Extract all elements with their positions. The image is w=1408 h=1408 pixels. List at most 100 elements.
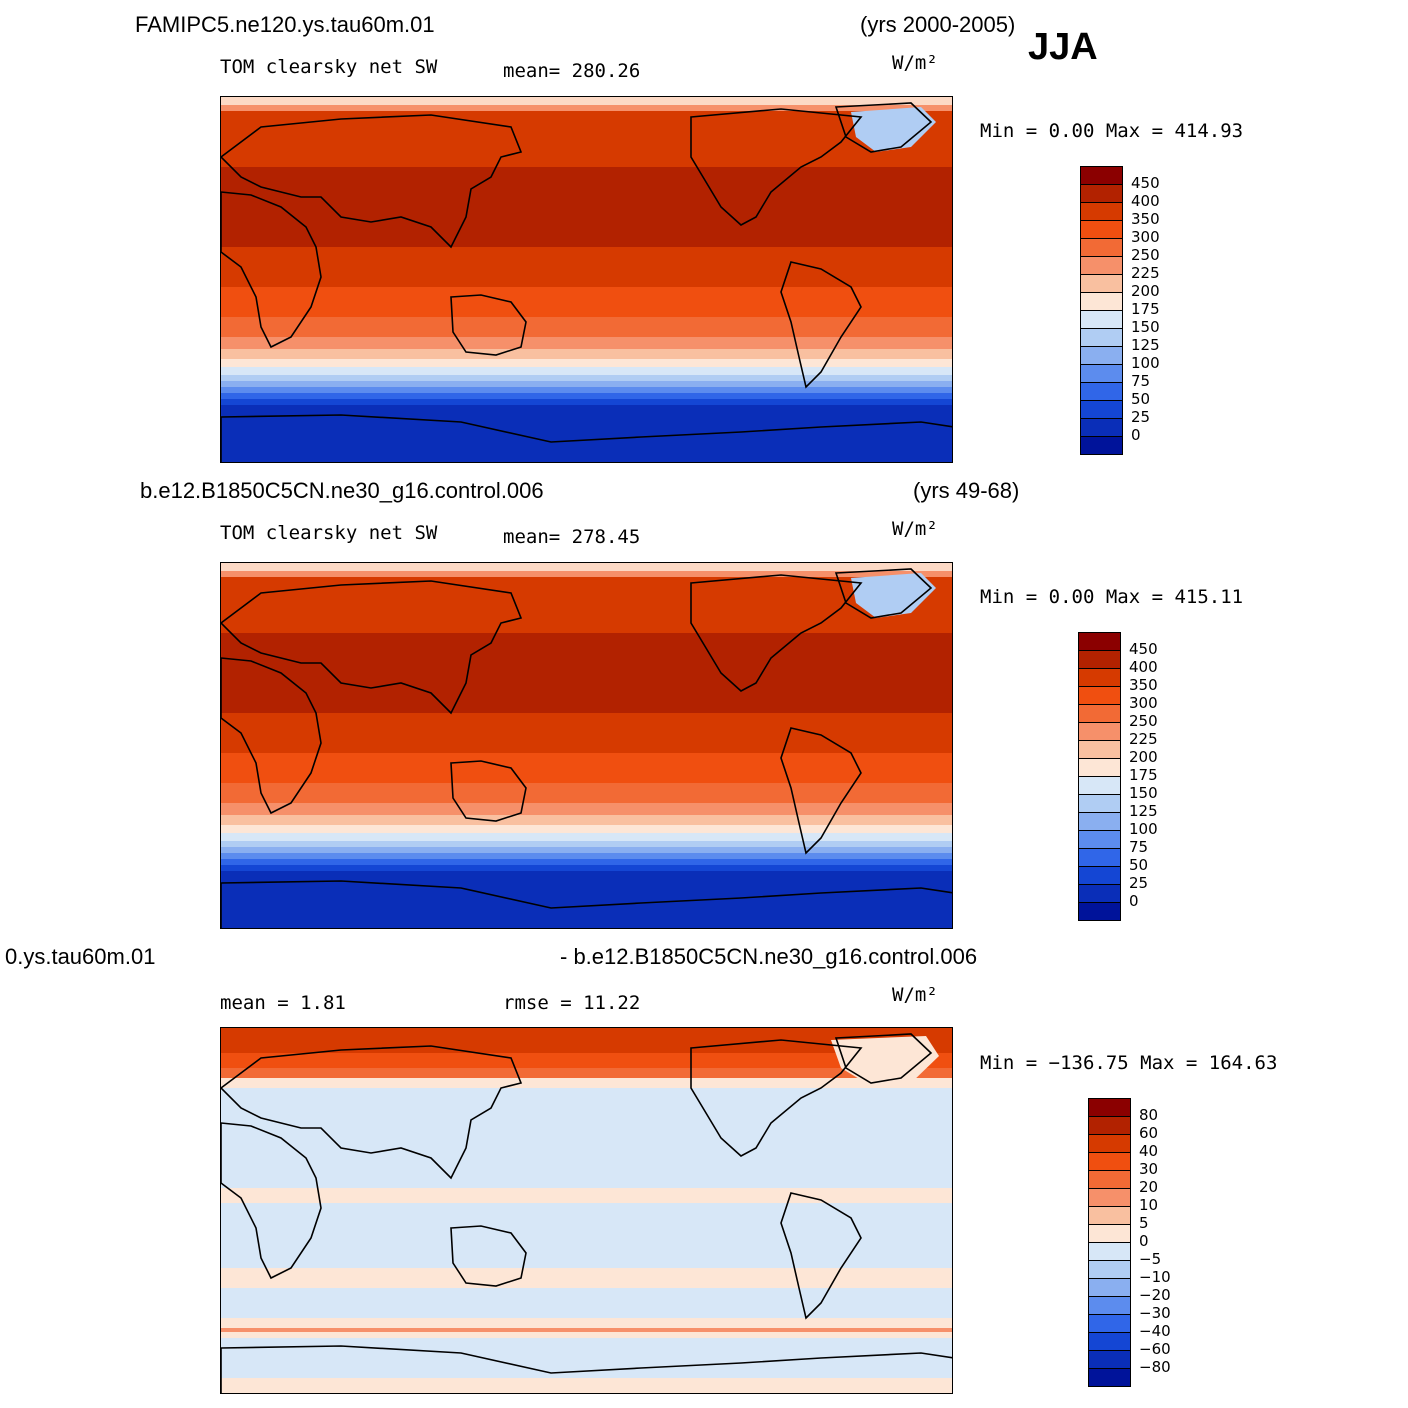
panel-1-units: W/m²	[892, 52, 938, 74]
colorbar-swatch	[1080, 166, 1123, 185]
colorbar-tick-label: 250	[1129, 712, 1158, 730]
field-band	[221, 1188, 952, 1203]
colorbar-tick-label: 225	[1131, 264, 1160, 282]
panel-3-years: - b.e12.B1850C5CN.ne30_g16.control.006	[560, 944, 978, 969]
coastline	[690, 574, 863, 692]
colorbar-tick-label: 100	[1131, 354, 1160, 372]
colorbar-swatch	[1078, 848, 1121, 867]
coastline	[221, 880, 952, 928]
colorbar-swatch	[1080, 184, 1123, 203]
colorbar-tick-label: 0	[1129, 892, 1139, 910]
panel-3-case-name: 0.ys.tau60m.01	[5, 944, 156, 969]
colorbar-swatch	[1078, 686, 1121, 705]
colorbar-tick-label: 175	[1129, 766, 1158, 784]
colorbar-swatch	[1078, 812, 1121, 831]
field-band	[221, 865, 952, 871]
colorbar-swatch	[1078, 866, 1121, 885]
field-band	[221, 825, 952, 833]
panel-2-minmax: Min = 0.00 Max = 415.11	[980, 586, 1244, 608]
colorbar-tick-label: 450	[1131, 174, 1160, 192]
colorbar-swatch	[1080, 238, 1123, 257]
coastline	[450, 294, 527, 356]
coastline	[221, 657, 322, 815]
coastline	[221, 1122, 322, 1280]
colorbar-tick-label: 50	[1131, 390, 1151, 408]
colorbar-swatch	[1078, 884, 1121, 903]
colorbar-swatch	[1080, 310, 1123, 329]
colorbar-tick-label: 0	[1131, 426, 1141, 444]
colorbar-tick-label: 10	[1139, 1196, 1159, 1214]
colorbar-tick-label: 150	[1131, 318, 1160, 336]
panel-2-variable: TOM clearsky net SW	[220, 522, 438, 544]
panel-3-rmse: rmse = 11.22	[503, 992, 641, 1014]
coastline	[690, 108, 863, 226]
coastline	[834, 568, 933, 619]
colorbar-swatch	[1080, 292, 1123, 311]
field-band	[221, 287, 952, 317]
panel-1-map-field	[221, 97, 952, 462]
colorbar-tick-label: 40	[1139, 1142, 1159, 1160]
field-band	[221, 563, 952, 571]
field-band	[221, 1268, 952, 1288]
panel-1-years: (yrs 2000-2005)	[860, 12, 1016, 37]
coastline	[834, 1033, 933, 1084]
field-band	[221, 753, 952, 783]
colorbar-swatch	[1088, 1332, 1131, 1351]
field-band	[221, 833, 952, 841]
colorbar-swatch	[1078, 632, 1121, 651]
coastline	[780, 727, 862, 855]
colorbar-swatch	[1088, 1260, 1131, 1279]
colorbar-swatch	[1080, 202, 1123, 221]
colorbar-swatch	[1080, 220, 1123, 239]
field-band	[221, 367, 952, 375]
panel-2-units: W/m²	[892, 518, 938, 540]
coastline	[221, 114, 523, 249]
panel-1-minmax: Min = 0.00 Max = 414.93	[980, 120, 1244, 142]
colorbar-swatch	[1078, 758, 1121, 777]
field-band	[221, 1068, 952, 1078]
colorbar-tick-label: 25	[1131, 408, 1151, 426]
colorbar-swatch	[1080, 364, 1123, 383]
colorbar-tick-label: 350	[1131, 210, 1160, 228]
coastline	[450, 760, 527, 822]
panel-2-case-name: b.e12.B1850C5CN.ne30_g16.control.006	[140, 478, 544, 503]
colorbar-swatch	[1078, 830, 1121, 849]
colorbar-tick-label: 250	[1131, 246, 1160, 264]
field-band	[221, 1078, 952, 1088]
field-band	[221, 349, 952, 359]
colorbar-tick-label: 125	[1131, 336, 1160, 354]
coastline	[780, 1192, 862, 1320]
field-band	[221, 1053, 952, 1068]
colorbar-swatch	[1088, 1116, 1131, 1135]
field-band	[221, 387, 952, 393]
colorbar-tick-label: 150	[1129, 784, 1158, 802]
colorbar-swatch	[1080, 256, 1123, 275]
panel-1-mean: mean= 280.26	[503, 60, 641, 82]
colorbar-swatch	[1088, 1134, 1131, 1153]
colorbar-swatch	[1080, 382, 1123, 401]
field-band	[221, 337, 952, 349]
coastline	[690, 1039, 863, 1157]
colorbar-tick-label: 25	[1129, 874, 1149, 892]
colorbar-swatch	[1088, 1188, 1131, 1207]
coastline	[450, 1225, 527, 1287]
coastline	[221, 1345, 952, 1393]
colorbar-swatch	[1078, 650, 1121, 669]
field-band	[221, 393, 952, 399]
colorbar-tick-label: 75	[1131, 372, 1151, 390]
field-band	[221, 1028, 952, 1053]
field-band	[221, 247, 952, 287]
colorbar-swatch	[1078, 668, 1121, 687]
colorbar-tick-label: 400	[1131, 192, 1160, 210]
colorbar-tick-label: 20	[1139, 1178, 1159, 1196]
greenland-field	[851, 107, 936, 152]
colorbar-tick-label: 225	[1129, 730, 1158, 748]
panel-3-units: W/m²	[892, 984, 938, 1006]
field-band	[221, 1338, 952, 1378]
panel-3-minmax: Min = −136.75 Max = 164.63	[980, 1052, 1278, 1074]
field-band	[221, 571, 952, 577]
panel-1-map	[220, 96, 953, 463]
field-band	[221, 317, 952, 337]
field-band	[221, 111, 952, 167]
coastline	[221, 414, 952, 462]
